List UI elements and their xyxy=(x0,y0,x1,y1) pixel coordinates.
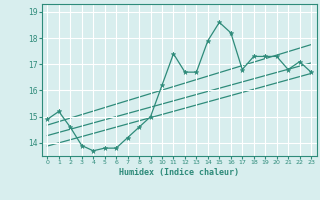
X-axis label: Humidex (Indice chaleur): Humidex (Indice chaleur) xyxy=(119,168,239,177)
